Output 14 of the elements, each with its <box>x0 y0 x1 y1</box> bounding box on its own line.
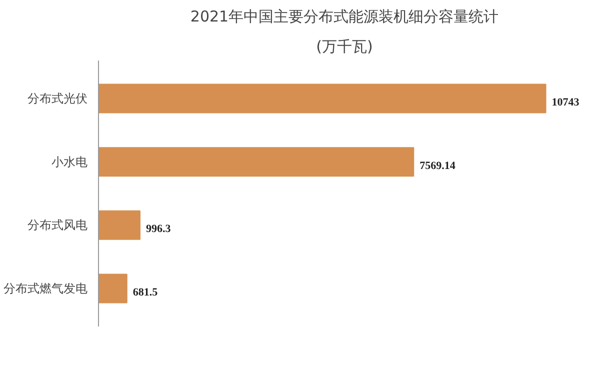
bar <box>98 274 128 304</box>
data-label: 7569.14 <box>420 160 456 172</box>
chart-title: 2021年中国主要分布式能源装机细分容量统计 <box>190 8 499 26</box>
y-tick-label: 小水电 <box>52 154 88 169</box>
bar <box>98 147 414 177</box>
data-label: 681.5 <box>132 286 158 298</box>
y-tick-label: 分布式光伏 <box>28 92 88 106</box>
bar <box>98 210 140 240</box>
y-tick-label: 分布式风电 <box>28 218 88 232</box>
bar <box>98 84 546 114</box>
chart-subtitle: (万千瓦) <box>316 38 373 56</box>
y-tick-label: 分布式燃气发电 <box>4 282 88 296</box>
data-label: 996.3 <box>146 223 172 236</box>
data-label: 10743 <box>552 96 580 108</box>
